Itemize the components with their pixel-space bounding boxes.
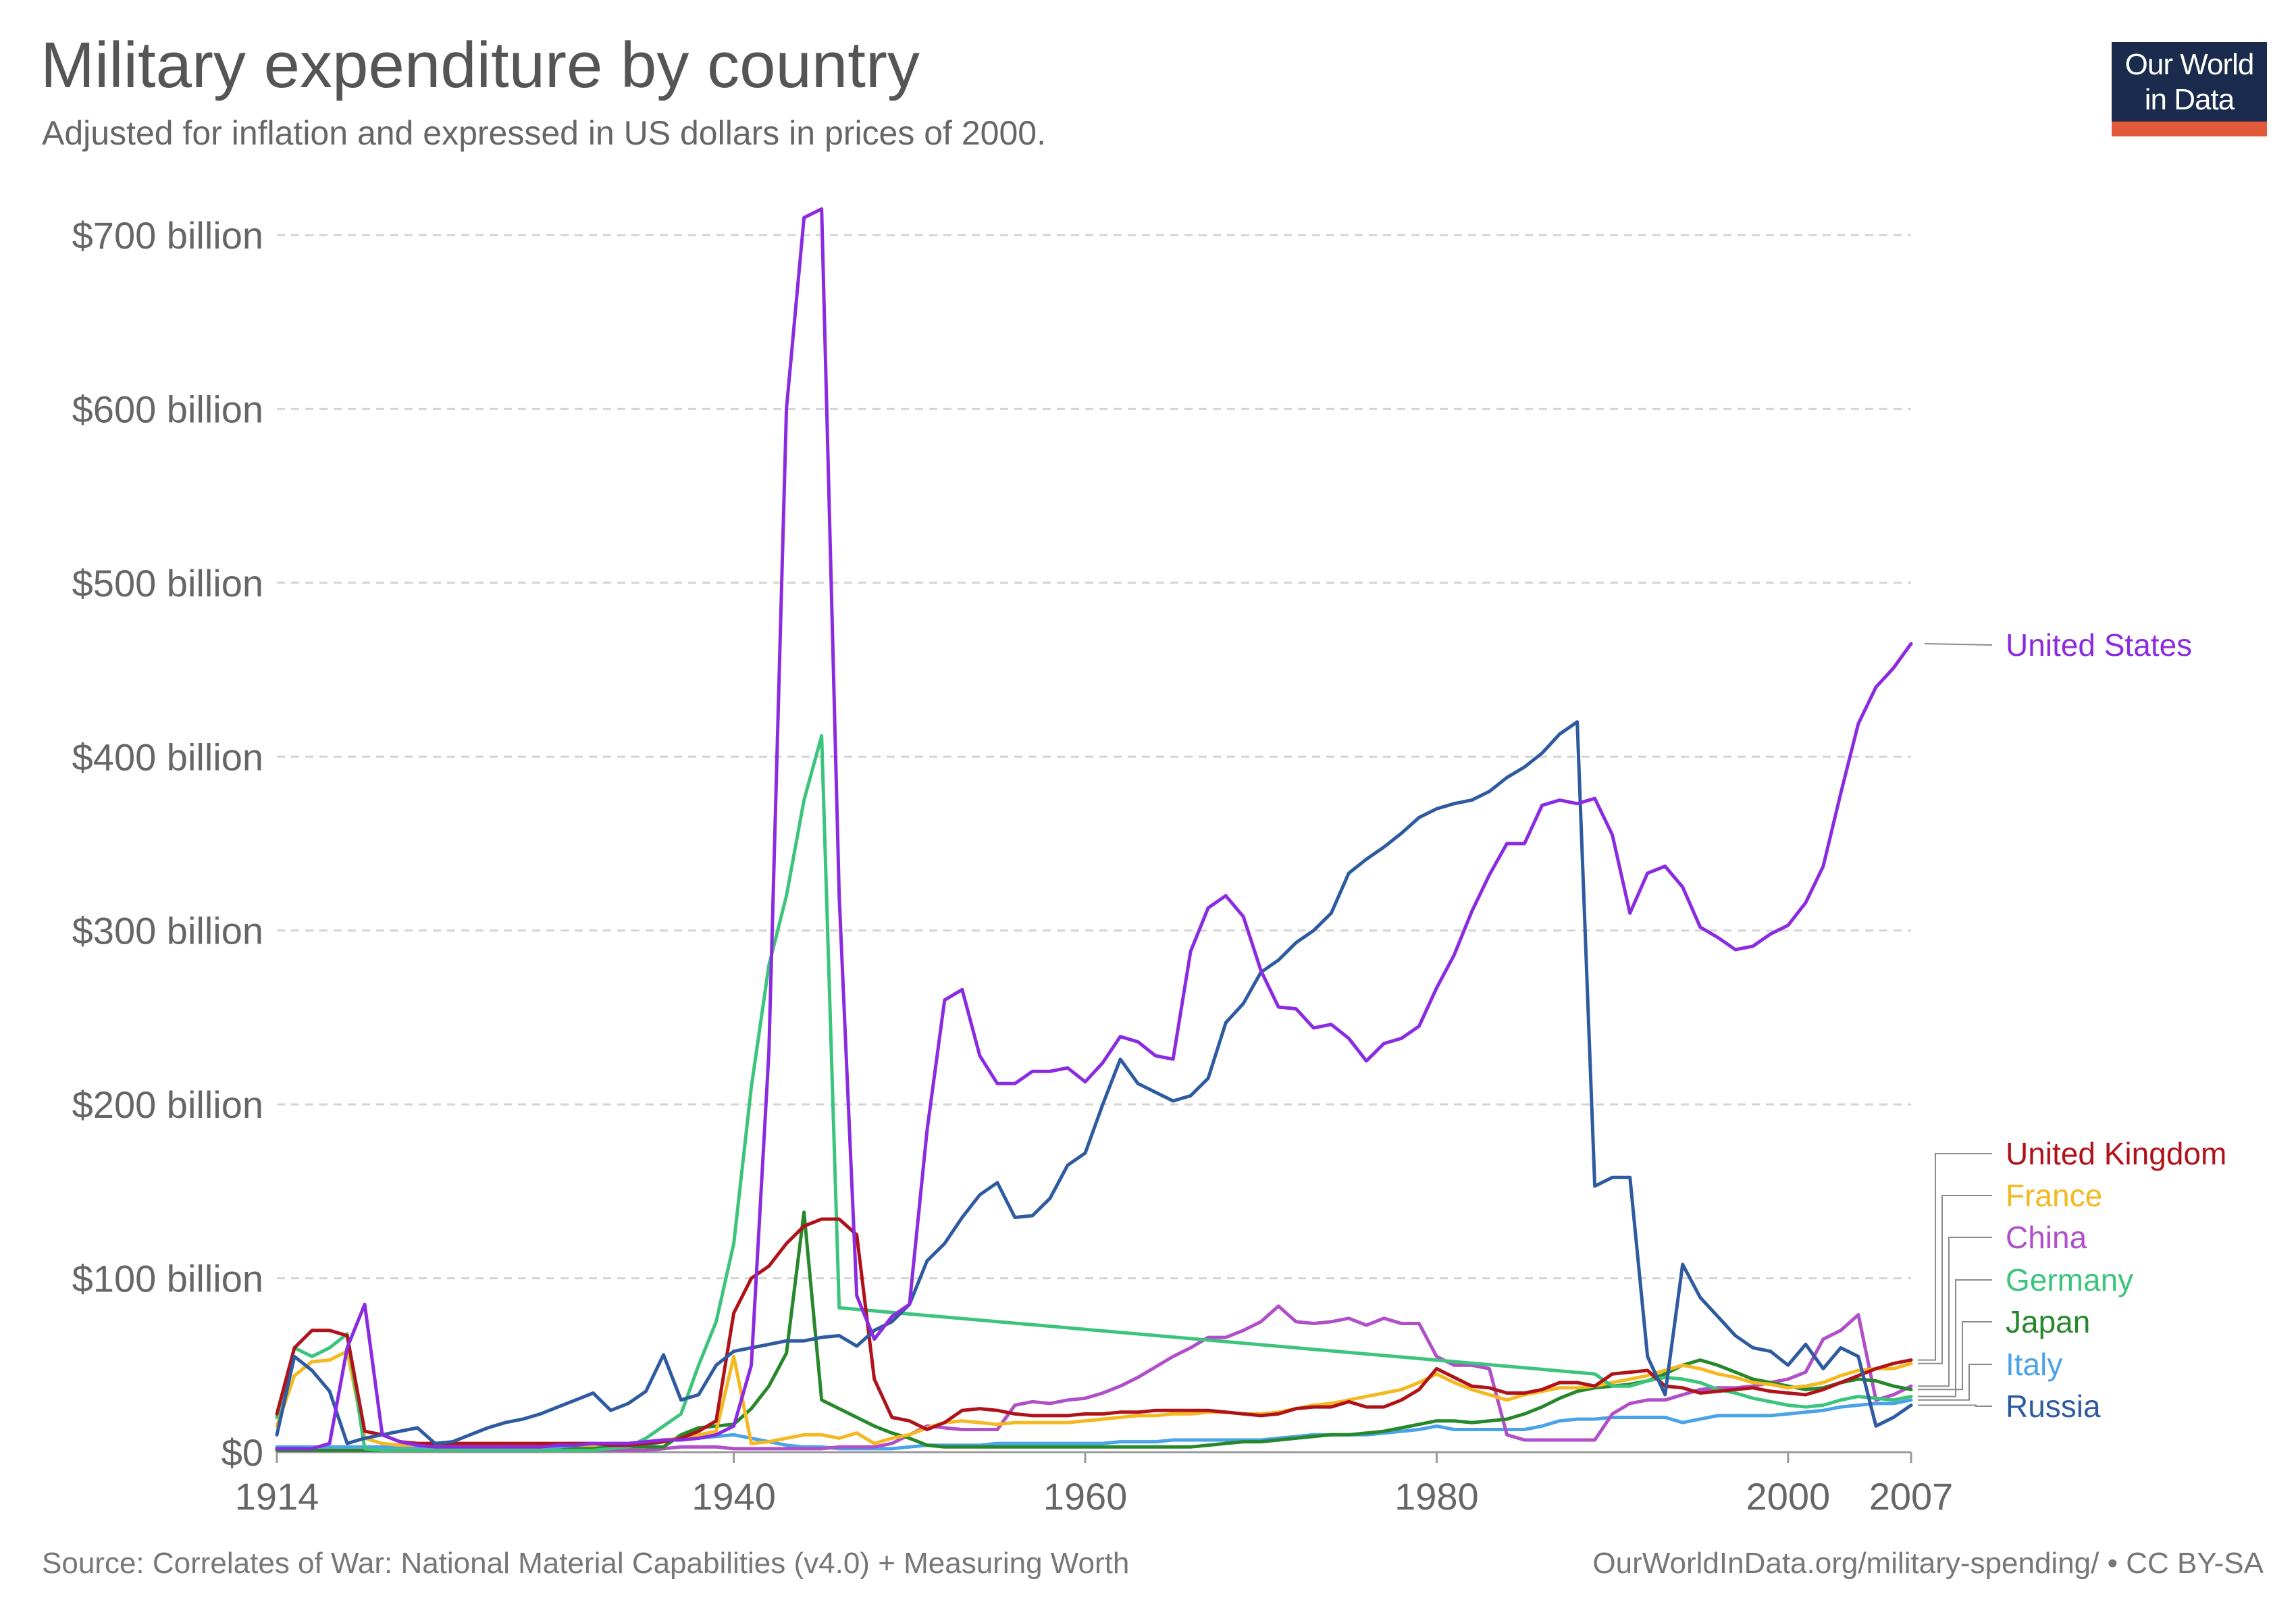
x-tick-label-1960: 1960: [1043, 1475, 1128, 1518]
y-tick-label-300: $300 billion: [72, 910, 263, 952]
series-label-russia[interactable]: Russia: [2006, 1389, 2101, 1424]
x-tick-label-1914: 1914: [235, 1475, 319, 1518]
series-label-france[interactable]: France: [2006, 1178, 2102, 1213]
series-line-italy[interactable]: [275, 1398, 1913, 1451]
y-tick-label-0: $0: [221, 1431, 263, 1474]
y-tick-label-200: $200 billion: [72, 1083, 263, 1126]
license-link[interactable]: OurWorldInData.org/military-spending/ • …: [1592, 1547, 2264, 1580]
series-line-germany[interactable]: [275, 734, 1913, 1452]
logo-text: Our World in Data: [2112, 47, 2267, 118]
series-line-united-states[interactable]: [275, 207, 1913, 1451]
series-label-japan[interactable]: Japan: [2006, 1304, 2090, 1339]
y-tick-label-100: $100 billion: [72, 1258, 263, 1300]
connector-japan: [1918, 1321, 1992, 1391]
x-tick-label-2007: 2007: [1869, 1475, 1954, 1518]
chart-subtitle: Adjusted for inflation and expressed in …: [42, 114, 1046, 152]
x-tick-label-1980: 1980: [1394, 1475, 1479, 1518]
connector-italy: [1918, 1364, 1992, 1401]
connector-united-kingdom: [1918, 1153, 1992, 1361]
y-tick-label-600: $600 billion: [72, 388, 263, 430]
chart-title: Military expenditure by country: [41, 29, 920, 101]
logo-line-2: in Data: [2144, 83, 2235, 116]
series-label-united-kingdom[interactable]: United Kingdom: [2006, 1136, 2226, 1171]
logo-line-1: Our World: [2124, 48, 2255, 81]
series-labels: United States United Kingdom France China Ge…: [2006, 627, 2226, 1424]
connector-china: [1918, 1237, 1992, 1387]
y-tick-label-700: $700 billion: [72, 214, 263, 257]
y-tick-label-400: $400 billion: [72, 736, 263, 778]
connector-russia: [1918, 1404, 1992, 1407]
series-label-germany[interactable]: Germany: [2006, 1262, 2133, 1297]
y-axis-ticks: $0 $100 billion $200 billion $300 billion $4…: [72, 214, 263, 1474]
series-lines: [275, 207, 1913, 1452]
y-tick-label-500: $500 billion: [72, 562, 263, 604]
x-tick-label-2000: 2000: [1746, 1475, 1831, 1518]
series-label-china[interactable]: China: [2006, 1220, 2087, 1255]
connector-germany: [1918, 1279, 1992, 1397]
series-line-russia[interactable]: [275, 720, 1913, 1445]
series-label-united-states[interactable]: United States: [2006, 627, 2192, 663]
y-gridlines: [277, 234, 1911, 1453]
series-line-united-kingdom[interactable]: [275, 1217, 1913, 1447]
x-axis-ticks: 1914 1940 1960 1980 2000 2007: [235, 1452, 1954, 1518]
label-connectors: [1918, 642, 1993, 1407]
series-label-italy[interactable]: Italy: [2006, 1347, 2062, 1382]
owid-logo[interactable]: Our World in Data: [2112, 42, 2267, 136]
source-note: Source: Correlates of War: National Mate…: [42, 1547, 1130, 1580]
connector-united-states: [1924, 642, 1993, 646]
logo-accent-bar: [2112, 122, 2267, 136]
connector-france: [1918, 1195, 1992, 1364]
x-tick-label-1940: 1940: [692, 1475, 776, 1518]
